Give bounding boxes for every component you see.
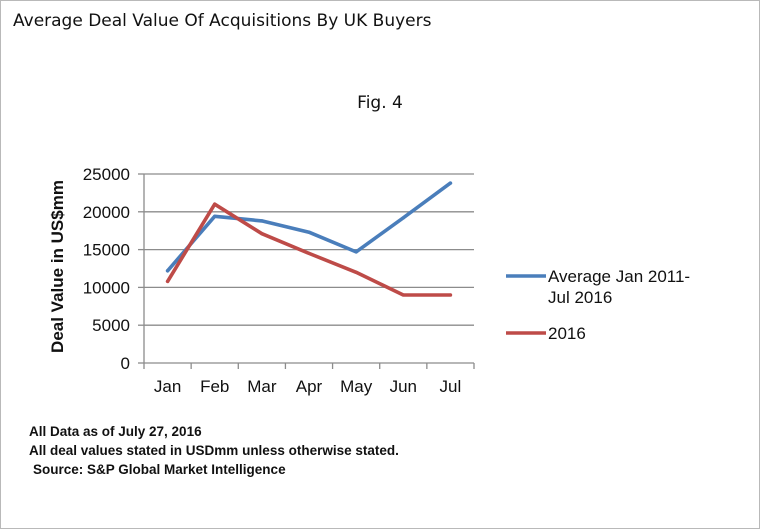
x-tick-label: Jul xyxy=(440,377,462,396)
x-tick-label: Jan xyxy=(154,377,181,396)
data-point xyxy=(307,251,311,255)
y-tick-label: 20000 xyxy=(83,203,130,222)
x-tick-label: Mar xyxy=(247,377,277,396)
axes xyxy=(138,173,475,369)
data-point xyxy=(448,181,453,185)
y-tick-label: 5000 xyxy=(92,316,130,335)
y-tick-label: 25000 xyxy=(83,165,130,184)
data-point xyxy=(354,270,358,274)
page-title: Average Deal Value Of Acquisitions By UK… xyxy=(13,11,432,31)
series-lines xyxy=(165,181,453,297)
series-line-1 xyxy=(165,181,453,273)
data-point xyxy=(448,293,453,297)
footnote-units: All deal values stated in USDmm unless o… xyxy=(29,443,399,458)
x-tick-label: Apr xyxy=(296,377,323,396)
x-tick-label: May xyxy=(340,377,373,396)
y-tick-label: 0 xyxy=(121,354,130,373)
x-tick-labels: Jan Feb Mar Apr May Jun Jul xyxy=(154,377,461,396)
data-point xyxy=(213,214,217,218)
y-tick-label: 15000 xyxy=(83,241,130,260)
x-tick-label: Feb xyxy=(200,377,229,396)
footnote-source: Source: S&P Global Market Intelligence xyxy=(33,462,286,477)
data-point xyxy=(213,202,217,206)
y-axis-label: Deal Value in US$mm xyxy=(48,180,67,353)
legend-label: Jul 2016 xyxy=(548,288,612,307)
y-tick-label: 10000 xyxy=(83,278,130,297)
data-point xyxy=(165,269,170,273)
data-point xyxy=(260,232,264,236)
data-point xyxy=(307,230,311,234)
legend-label: Average Jan 2011- xyxy=(548,267,690,286)
data-point xyxy=(165,279,170,283)
y-tick-labels: 0 5000 10000 15000 20000 25000 xyxy=(83,165,130,373)
data-point xyxy=(354,250,358,254)
figure-label: Fig. 4 xyxy=(357,93,403,113)
gridlines xyxy=(144,173,474,326)
legend: Average Jan 2011- Jul 2016 2016 xyxy=(506,267,690,343)
data-point xyxy=(401,216,405,220)
footnotes: All Data as of July 27, 2016 All deal va… xyxy=(29,422,399,479)
data-point xyxy=(401,293,405,297)
legend-label: 2016 xyxy=(548,324,586,343)
x-tick-label: Jun xyxy=(390,377,417,396)
footnote-date: All Data as of July 27, 2016 xyxy=(29,424,202,439)
data-point xyxy=(260,219,264,223)
